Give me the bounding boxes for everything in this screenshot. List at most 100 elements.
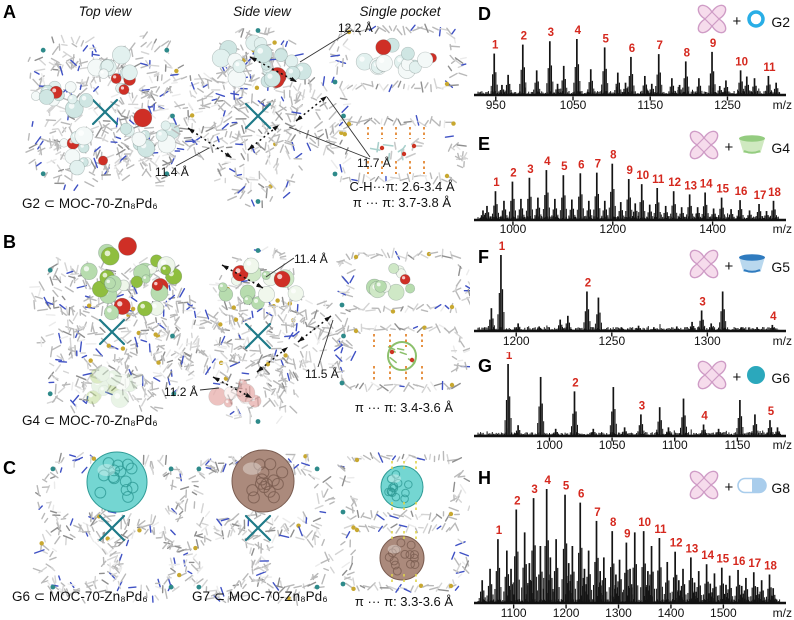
svg-text:2: 2 [510, 168, 516, 180]
spectrum-panel-g: 1 2 3 4 5 1000 1050 1100 1150 m/z G + G6 [470, 352, 794, 462]
svg-text:1: 1 [506, 352, 513, 362]
plus-sign: + [732, 369, 742, 386]
panel-letter-h: H [478, 468, 491, 488]
column-header-single-pocket: Single pocket [359, 4, 441, 19]
svg-text:m/z: m/z [773, 438, 792, 452]
distance-label: 11.2 Å [164, 385, 198, 399]
guest-g6-sphere-icon [745, 364, 767, 391]
column-header-top-view: Top view [78, 4, 132, 19]
svg-text:17: 17 [754, 190, 767, 202]
svg-text:10: 10 [636, 170, 649, 182]
svg-text:1: 1 [493, 177, 500, 189]
svg-text:1: 1 [499, 241, 506, 253]
panel-letter-c: C [3, 458, 16, 478]
plus-sign: + [732, 13, 742, 30]
svg-text:13: 13 [684, 180, 697, 192]
svg-text:5: 5 [602, 33, 609, 45]
svg-text:9: 9 [710, 38, 716, 50]
distance-label: 11.5 Å [305, 367, 339, 381]
legend-g: + G6 [695, 358, 790, 397]
svg-text:12: 12 [668, 177, 681, 189]
svg-text:4: 4 [770, 311, 777, 323]
svg-text:m/z: m/z [773, 222, 792, 235]
svg-text:1200: 1200 [599, 222, 626, 235]
caption-g4: G4 ⊂ MOC-70-Zn₈Pd₆ [22, 413, 158, 428]
svg-text:1100: 1100 [662, 438, 688, 452]
svg-text:14: 14 [700, 178, 713, 190]
svg-text:2: 2 [572, 377, 578, 389]
svg-text:950: 950 [486, 98, 506, 112]
svg-text:15: 15 [716, 184, 729, 196]
svg-text:5: 5 [768, 406, 775, 418]
svg-text:1250: 1250 [714, 98, 741, 112]
svg-text:2: 2 [521, 31, 527, 43]
distance-label: 11.4 Å [294, 252, 328, 266]
column-header-side-view: Side view [233, 4, 291, 19]
guest-label: G6 [771, 369, 790, 386]
mass-spectrum-d: 1 2 3 4 5 6 7 8 9 10 11 950 1050 1150 1250 m/z [474, 25, 792, 112]
panel-letter-g: G [478, 356, 493, 376]
svg-text:1000: 1000 [500, 222, 527, 235]
svg-text:8: 8 [610, 150, 617, 162]
svg-text:m/z: m/z [773, 98, 792, 112]
moc-cage-icon [687, 468, 721, 507]
interaction-note: π ··· π: 3.3-3.6 Å [354, 594, 454, 609]
svg-text:1050: 1050 [599, 438, 626, 452]
spectra-panel: 1 2 3 4 5 6 7 8 9 10 11 950 1050 1150 1250 m/z D + G2 1… [470, 0, 794, 620]
spectrum-panel-f: 1 2 3 4 1200 1250 1300 m/z F + G5 [470, 235, 794, 352]
panel-letter-e: E [478, 134, 491, 154]
legend-e: + G4 [687, 128, 790, 167]
plus-sign: + [724, 139, 734, 156]
distance-label: 12.2 Å [338, 21, 373, 35]
moc-cage-icon [695, 358, 729, 397]
distance-label: 11.7 Å [357, 156, 391, 170]
spectrum-panel-d: 1 2 3 4 5 6 7 8 9 10 11 950 1050 1150 1250 m/z D + G2 [470, 0, 794, 118]
moc-cage-icon [695, 2, 729, 41]
guest-label: G4 [771, 139, 790, 156]
moc-cage-icon [687, 128, 721, 167]
distance-label: 11.4 Å [155, 165, 189, 179]
svg-text:3: 3 [699, 296, 705, 308]
svg-text:1150: 1150 [637, 98, 663, 112]
caption-g2: G2 ⊂ MOC-70-Zn₈Pd₆ [22, 196, 158, 211]
legend-h: + G8 [687, 468, 790, 507]
svg-text:8: 8 [684, 47, 691, 59]
svg-text:9: 9 [627, 165, 633, 177]
panel-letter-a: A [3, 2, 16, 22]
guest-g4-cup-icon [737, 134, 767, 161]
mass-spectrum-f: 1 2 3 4 1200 1250 1300 m/z [474, 241, 792, 348]
guest-g8-pill-icon [737, 477, 768, 499]
svg-text:4: 4 [544, 156, 551, 168]
plus-sign: + [724, 258, 734, 275]
svg-text:10: 10 [735, 56, 748, 68]
svg-text:1: 1 [492, 40, 499, 52]
svg-text:5: 5 [561, 161, 568, 173]
interaction-note: π ··· π: 3.4-3.6 Å [354, 400, 454, 415]
svg-text:1300: 1300 [694, 334, 721, 348]
svg-text:7: 7 [657, 40, 663, 52]
svg-text:18: 18 [768, 187, 781, 199]
mass-spectrum-g: 1 2 3 4 5 1000 1050 1100 1150 m/z [474, 352, 792, 452]
structures-panel: Top view Side view Single pocket A B C 1… [3, 2, 473, 609]
svg-text:6: 6 [629, 43, 635, 55]
svg-text:4: 4 [575, 25, 582, 37]
svg-text:1050: 1050 [560, 98, 587, 112]
svg-text:3: 3 [527, 164, 533, 176]
svg-text:3: 3 [639, 400, 645, 412]
plus-sign: + [724, 479, 734, 496]
caption-g7: G7 ⊂ MOC-70-Zn₈Pd₆ [192, 589, 328, 604]
svg-text:1400: 1400 [699, 222, 726, 235]
svg-text:2: 2 [585, 277, 591, 289]
svg-text:4: 4 [701, 410, 708, 422]
panel-letter-d: D [478, 4, 491, 24]
svg-text:1150: 1150 [724, 438, 750, 452]
svg-text:m/z: m/z [773, 334, 792, 348]
interaction-note: π ··· π: 3.7-3.8 Å [352, 195, 452, 210]
spectrum-panel-h: 1 2 3 4 5 6 7 8 9 10 11 12 13 14 15 16 17 18 1100 1200 1300 1… [470, 462, 794, 620]
guest-g2-ring-icon [745, 8, 767, 35]
molecular-structures-canvas [25, 23, 473, 606]
svg-text:1250: 1250 [598, 334, 625, 348]
